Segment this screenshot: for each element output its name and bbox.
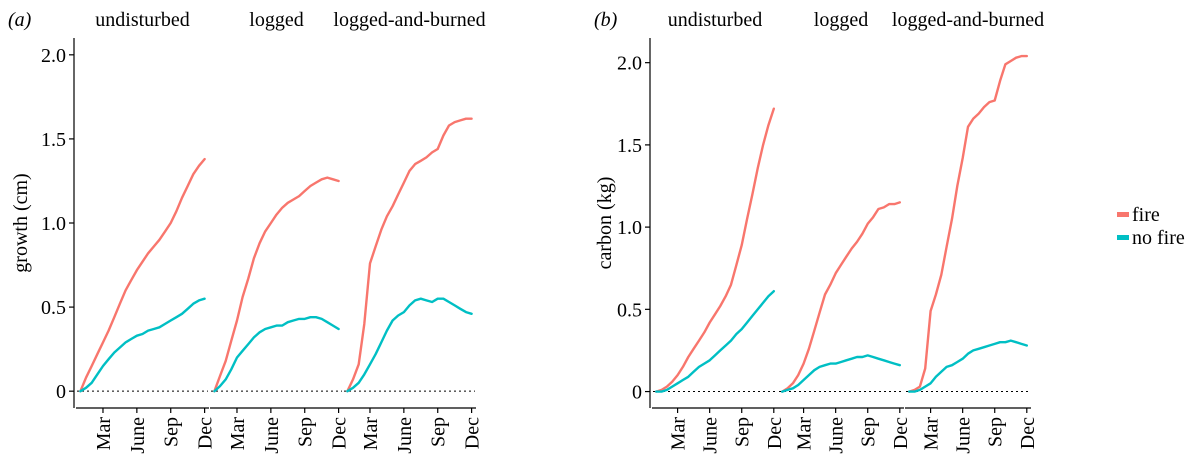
x-tick-label: Dec bbox=[890, 417, 912, 449]
x-tick-label: June bbox=[826, 417, 848, 454]
series-line-fire bbox=[908, 54, 1029, 393]
x-tick-label: Sep bbox=[858, 417, 880, 447]
series-line-no-fire bbox=[213, 316, 340, 393]
x-tick-label: Dec bbox=[329, 417, 351, 449]
x-tick-label: Dec bbox=[764, 417, 786, 449]
facet-logged: logged Mar June Sep Dec bbox=[210, 9, 351, 454]
y-tick-label: 1.0 bbox=[41, 213, 66, 235]
x-tick-label: Dec bbox=[195, 417, 217, 449]
x-tick-label: Sep bbox=[295, 417, 317, 447]
series-line-fire bbox=[781, 201, 901, 393]
facet-title: undisturbed bbox=[668, 9, 762, 31]
x-tick-label: June bbox=[953, 417, 975, 454]
legend-label-no-fire: no fire bbox=[1132, 227, 1185, 249]
series-line-fire bbox=[346, 117, 473, 393]
x-tick-label: June bbox=[700, 417, 722, 454]
series-line-no-fire bbox=[346, 297, 473, 393]
x-tick-label: Sep bbox=[732, 417, 754, 447]
y-axis-label: carbon (kg) bbox=[594, 177, 616, 270]
series-line-fire bbox=[655, 107, 775, 393]
series-line-fire bbox=[213, 176, 340, 393]
y-tick-label: 0.5 bbox=[41, 297, 66, 319]
facet-title: logged-and-burned bbox=[892, 9, 1044, 31]
panel-tag: (a) bbox=[8, 9, 32, 31]
facet-undisturbed: undisturbed Mar June Sep Dec bbox=[652, 9, 786, 454]
facet-title: undisturbed bbox=[95, 9, 189, 31]
series-line-no-fire bbox=[655, 290, 775, 393]
legend-key-fire bbox=[1117, 212, 1129, 217]
panel-tag: (b) bbox=[594, 9, 618, 31]
x-tick-label: June bbox=[261, 417, 283, 454]
x-tick-label: Dec bbox=[1017, 417, 1039, 449]
y-tick-label: 1.0 bbox=[617, 217, 642, 239]
x-tick-label: June bbox=[394, 417, 416, 454]
y-tick-label: 1.5 bbox=[617, 135, 642, 157]
x-tick-label: Mar bbox=[794, 417, 816, 451]
y-axis-label: growth (cm) bbox=[10, 173, 32, 272]
x-tick-label: Mar bbox=[93, 417, 115, 451]
facet-title: logged bbox=[814, 9, 868, 31]
x-tick-label: Mar bbox=[360, 417, 382, 451]
x-tick-label: Sep bbox=[985, 417, 1007, 447]
facet-logged-and-burned: logged-and-burned Mar June Sep Dec bbox=[333, 9, 485, 454]
facet-title: logged bbox=[249, 9, 303, 31]
y-tick-label: 1.5 bbox=[41, 129, 66, 151]
facet-logged-and-burned: logged-and-burned Mar June Sep Dec bbox=[892, 9, 1044, 454]
legend: fire no fire bbox=[1117, 204, 1185, 249]
series-line-fire bbox=[79, 157, 206, 393]
x-tick-label: Mar bbox=[668, 417, 690, 451]
series-line-no-fire bbox=[781, 354, 901, 393]
chart-b: (b) carbon (kg) 0 0.5 1.0 1.5 2.0 undisturbed Ma… bbox=[594, 9, 1044, 454]
y-tick-label: 0 bbox=[56, 381, 66, 403]
charts-layer: (a) growth (cm) 0 0.5 1.0 1.5 2.0 undisturbed Ma… bbox=[8, 9, 1044, 454]
legend-label-fire: fire bbox=[1132, 204, 1160, 226]
chart-a: (a) growth (cm) 0 0.5 1.0 1.5 2.0 undisturbed Ma… bbox=[8, 9, 486, 454]
x-tick-label: Sep bbox=[428, 417, 450, 447]
legend-key-no-fire bbox=[1117, 235, 1129, 240]
facet-undisturbed: undisturbed Mar June Sep Dec bbox=[76, 9, 217, 454]
x-tick-label: Mar bbox=[227, 417, 249, 451]
y-tick-label: 0 bbox=[632, 382, 642, 404]
y-tick-label: 0.5 bbox=[617, 299, 642, 321]
series-line-no-fire bbox=[79, 297, 206, 393]
x-tick-label: June bbox=[127, 417, 149, 454]
x-tick-label: Dec bbox=[462, 417, 484, 449]
facet-logged: logged Mar June Sep Dec bbox=[778, 9, 912, 454]
y-tick-label: 2.0 bbox=[41, 45, 66, 67]
x-tick-label: Mar bbox=[921, 417, 943, 451]
series-line-no-fire bbox=[908, 339, 1029, 393]
y-tick-label: 2.0 bbox=[617, 53, 642, 75]
facet-title: logged-and-burned bbox=[333, 9, 485, 31]
x-tick-label: Sep bbox=[161, 417, 183, 447]
